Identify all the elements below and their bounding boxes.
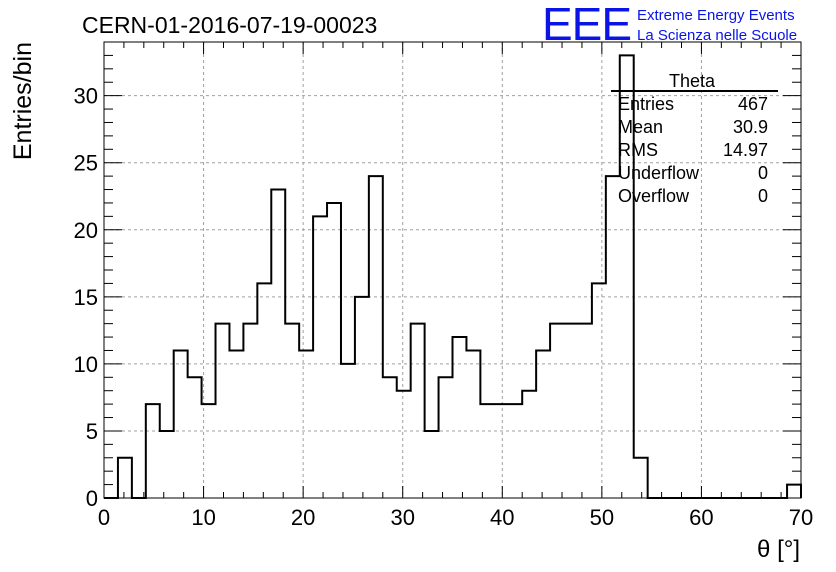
x-axis-label: θ [°] xyxy=(757,536,800,563)
y-tick-labels: 0 5 10 15 20 25 30 xyxy=(74,84,98,511)
y-tick-label: 25 xyxy=(74,151,98,176)
stats-row-value: 14.97 xyxy=(723,140,768,160)
y-axis-label: Entries/bin xyxy=(9,42,37,160)
x-tick-label: 10 xyxy=(191,505,215,530)
eee-logo-line1: Extreme Energy Events xyxy=(637,7,795,24)
stats-row-label: Entries xyxy=(618,94,674,114)
x-tick-label: 30 xyxy=(390,505,414,530)
stats-row-label: Underflow xyxy=(618,163,700,183)
x-tick-label: 20 xyxy=(291,505,315,530)
x-tick-label: 40 xyxy=(490,505,514,530)
histogram-bars xyxy=(104,54,802,499)
stats-box-title: Theta xyxy=(669,71,716,91)
y-tick-label: 0 xyxy=(86,486,98,511)
y-tick-label: 20 xyxy=(74,218,98,243)
stats-row-label: Overflow xyxy=(618,186,690,206)
y-tick-label: 5 xyxy=(86,419,98,444)
x-tick-label: 60 xyxy=(689,505,713,530)
x-tick-label: 50 xyxy=(590,505,614,530)
axis-ticks xyxy=(103,41,802,499)
stats-row-value: 467 xyxy=(738,94,768,114)
histogram-outline xyxy=(104,54,802,499)
grid-lines xyxy=(104,42,801,498)
x-tick-labels: 0 10 20 30 40 50 60 70 xyxy=(98,505,813,530)
y-tick-label: 30 xyxy=(74,84,98,109)
plot-frame xyxy=(103,41,802,499)
stats-row-value: 0 xyxy=(758,163,768,183)
x-tick-label: 0 xyxy=(98,505,110,530)
stats-row-label: RMS xyxy=(618,140,658,160)
eee-logo-line2: La Scienza nelle Scuole xyxy=(637,27,797,44)
stats-row-value: 30.9 xyxy=(733,117,768,137)
stats-box-rows: Entries 467 Mean 30.9 RMS 14.97 Underflow 0 Over… xyxy=(618,94,768,206)
stats-box: Theta Entries 467 Mean 30.9 RMS 14.97 Underflo… xyxy=(611,71,778,206)
chart-title: CERN-01-2016-07-19-00023 xyxy=(82,12,377,38)
y-tick-label: 15 xyxy=(74,285,98,310)
stats-row-label: Mean xyxy=(618,117,663,137)
stats-row-value: 0 xyxy=(758,186,768,206)
x-tick-label: 70 xyxy=(789,505,813,530)
y-tick-label: 10 xyxy=(74,352,98,377)
eee-logo: EEE Extreme Energy Events La Scienza nel… xyxy=(542,0,797,50)
